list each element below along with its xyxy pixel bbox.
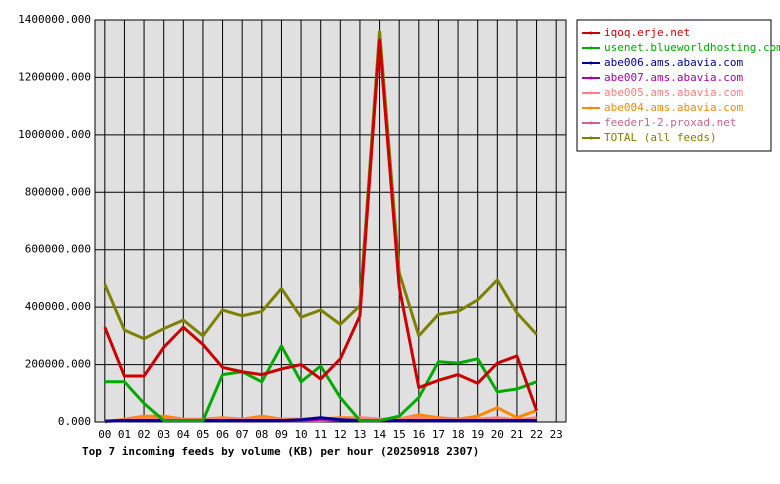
- x-tick-label: 08: [255, 428, 268, 441]
- legend-marker: [589, 46, 593, 50]
- legend-marker: [589, 31, 593, 35]
- legend-label: iqoq.erje.net: [604, 26, 690, 39]
- legend-marker: [589, 106, 593, 110]
- y-tick-label: 1400000.000: [18, 13, 91, 26]
- x-tick-label: 00: [98, 428, 111, 441]
- y-tick-label: 200000.000: [25, 358, 91, 371]
- series-line: [103, 38, 538, 412]
- y-tick-label: 1200000.000: [18, 70, 91, 83]
- legend-marker: [589, 136, 593, 140]
- plot-area: [95, 20, 566, 422]
- legend-label: usenet.blueworldhosting.com: [604, 41, 780, 54]
- x-tick-label: 15: [393, 428, 406, 441]
- x-tick-label: 19: [471, 428, 484, 441]
- x-tick-label: 21: [510, 428, 523, 441]
- legend-marker: [589, 61, 593, 65]
- legend-label: feeder1-2.proxad.net: [604, 116, 736, 129]
- legend-label: abe006.ams.abavia.com: [604, 56, 743, 69]
- chart-title: Top 7 incoming feeds by volume (KB) per …: [82, 445, 479, 458]
- y-tick-label: 600000.000: [25, 243, 91, 256]
- x-tick-label: 02: [137, 428, 150, 441]
- x-tick-label: 20: [491, 428, 504, 441]
- x-tick-label: 12: [334, 428, 347, 441]
- series-line: [104, 344, 538, 423]
- x-tick-label: 16: [412, 428, 425, 441]
- x-tick-label: 09: [275, 428, 288, 441]
- legend-marker: [589, 76, 593, 80]
- x-tick-label: 03: [157, 428, 170, 441]
- x-tick-label: 01: [118, 428, 131, 441]
- legend-label: abe007.ams.abavia.com: [604, 71, 743, 84]
- x-tick-label: 18: [451, 428, 464, 441]
- x-tick-label: 05: [196, 428, 209, 441]
- x-tick-label: 04: [177, 428, 191, 441]
- x-tick-label: 07: [236, 428, 249, 441]
- y-tick-label: 1000000.000: [18, 128, 91, 141]
- x-tick-label: 11: [314, 428, 327, 441]
- plot-border: [94, 19, 567, 423]
- x-tick-label: 14: [373, 428, 387, 441]
- legend-marker: [589, 91, 593, 95]
- x-tick-label: 10: [294, 428, 307, 441]
- legend-label: TOTAL (all feeds): [604, 131, 717, 144]
- legend-label: abe005.ams.abavia.com: [604, 86, 743, 99]
- y-tick-label: 0.000: [58, 415, 91, 428]
- legend: [576, 19, 772, 152]
- y-tick-label: 800000.000: [25, 185, 91, 198]
- legend-label: abe004.ams.abavia.com: [604, 101, 743, 114]
- y-tick-label: 400000.000: [25, 300, 91, 313]
- series-line: [103, 29, 538, 341]
- x-tick-label: 22: [530, 428, 543, 441]
- x-tick-label: 17: [432, 428, 445, 441]
- x-tick-label: 13: [353, 428, 366, 441]
- legend-marker: [589, 121, 593, 125]
- x-tick-label: 06: [216, 428, 229, 441]
- x-tick-label: 23: [550, 428, 563, 441]
